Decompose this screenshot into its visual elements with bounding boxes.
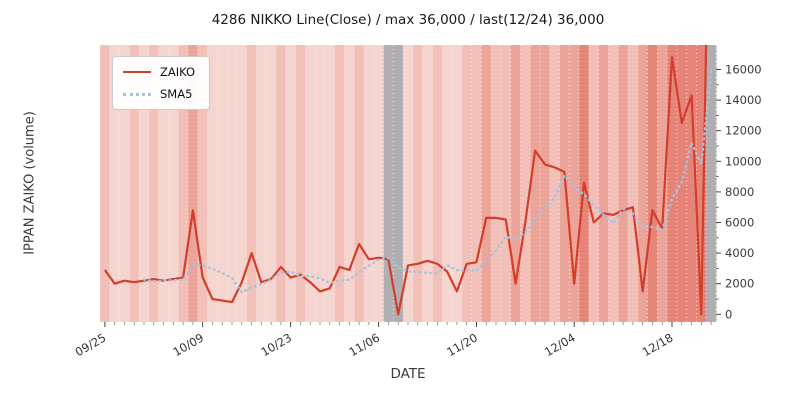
legend-item-sma5: SMA5 (123, 87, 195, 101)
svg-text:2000: 2000 (725, 277, 754, 291)
svg-text:16000: 16000 (725, 63, 762, 77)
x-axis-label: DATE (390, 366, 426, 382)
zaiko-line (104, 45, 708, 316)
svg-text:14000: 14000 (725, 93, 762, 107)
legend-item-zaiko: ZAIKO (123, 65, 195, 79)
svg-text:10/23: 10/23 (258, 330, 294, 359)
svg-text:12000: 12000 (725, 124, 762, 138)
svg-text:12/18: 12/18 (640, 330, 676, 359)
svg-text:4000: 4000 (725, 246, 754, 260)
legend-label-zaiko: ZAIKO (160, 65, 196, 79)
y-axis-ticks: 0 2000 4000 6000 8000 10000 12000 14000 16000 (716, 63, 762, 321)
y-axis-label: IPPAN ZAIKO (volume) (22, 111, 38, 255)
sma5-line-swatch (123, 92, 151, 96)
svg-text:11/06: 11/06 (346, 330, 382, 359)
sma5-line (142, 69, 713, 294)
svg-text:12/04: 12/04 (542, 330, 578, 359)
chart-title: 4286 NIKKO Line(Close) / max 36,000 / la… (211, 12, 605, 28)
svg-text:6000: 6000 (725, 216, 754, 230)
svg-text:09/25: 09/25 (73, 330, 109, 359)
x-axis-ticks: 09/25 10/09 10/23 11/06 11/20 12/04 12/18 (73, 322, 712, 359)
legend-label-sma5: SMA5 (160, 87, 193, 101)
svg-text:8000: 8000 (725, 185, 754, 199)
svg-text:0: 0 (725, 307, 732, 321)
legend: ZAIKO SMA5 (112, 56, 211, 110)
zaiko-line-swatch (123, 71, 151, 73)
svg-text:10000: 10000 (725, 154, 762, 168)
svg-text:11/20: 11/20 (444, 330, 480, 359)
svg-text:10/09: 10/09 (170, 330, 206, 359)
